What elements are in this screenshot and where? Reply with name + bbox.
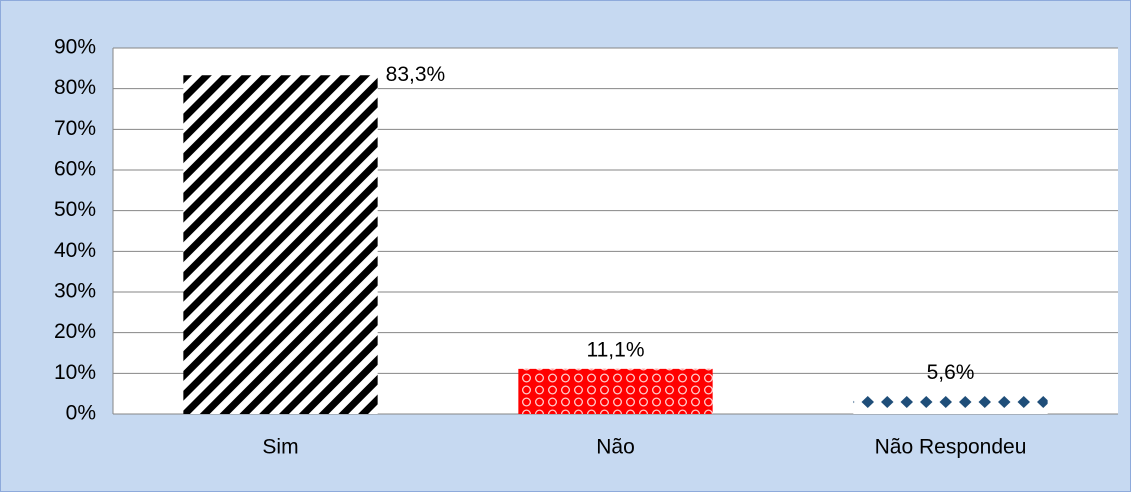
y-tick-label: 40% [54,239,96,262]
bar [853,391,1048,414]
bar [183,75,378,414]
data-label: 5,6% [927,361,975,384]
y-tick-label: 80% [54,76,96,99]
x-tick-label: Não Respondeu [875,436,1027,459]
y-tick-label: 60% [54,158,96,181]
y-tick-label: 90% [54,36,96,59]
y-tick-label: 30% [54,280,96,303]
y-tick-label: 10% [54,361,96,384]
y-tick-label: 70% [54,117,96,140]
x-tick-label: Sim [262,436,298,459]
data-label: 83,3% [386,63,446,86]
y-tick-label: 50% [54,198,96,221]
y-tick-label: 20% [54,320,96,343]
y-tick-label: 0% [66,402,96,425]
x-tick-label: Não [596,436,635,459]
bar [518,368,713,414]
data-label: 11,1% [587,338,645,361]
